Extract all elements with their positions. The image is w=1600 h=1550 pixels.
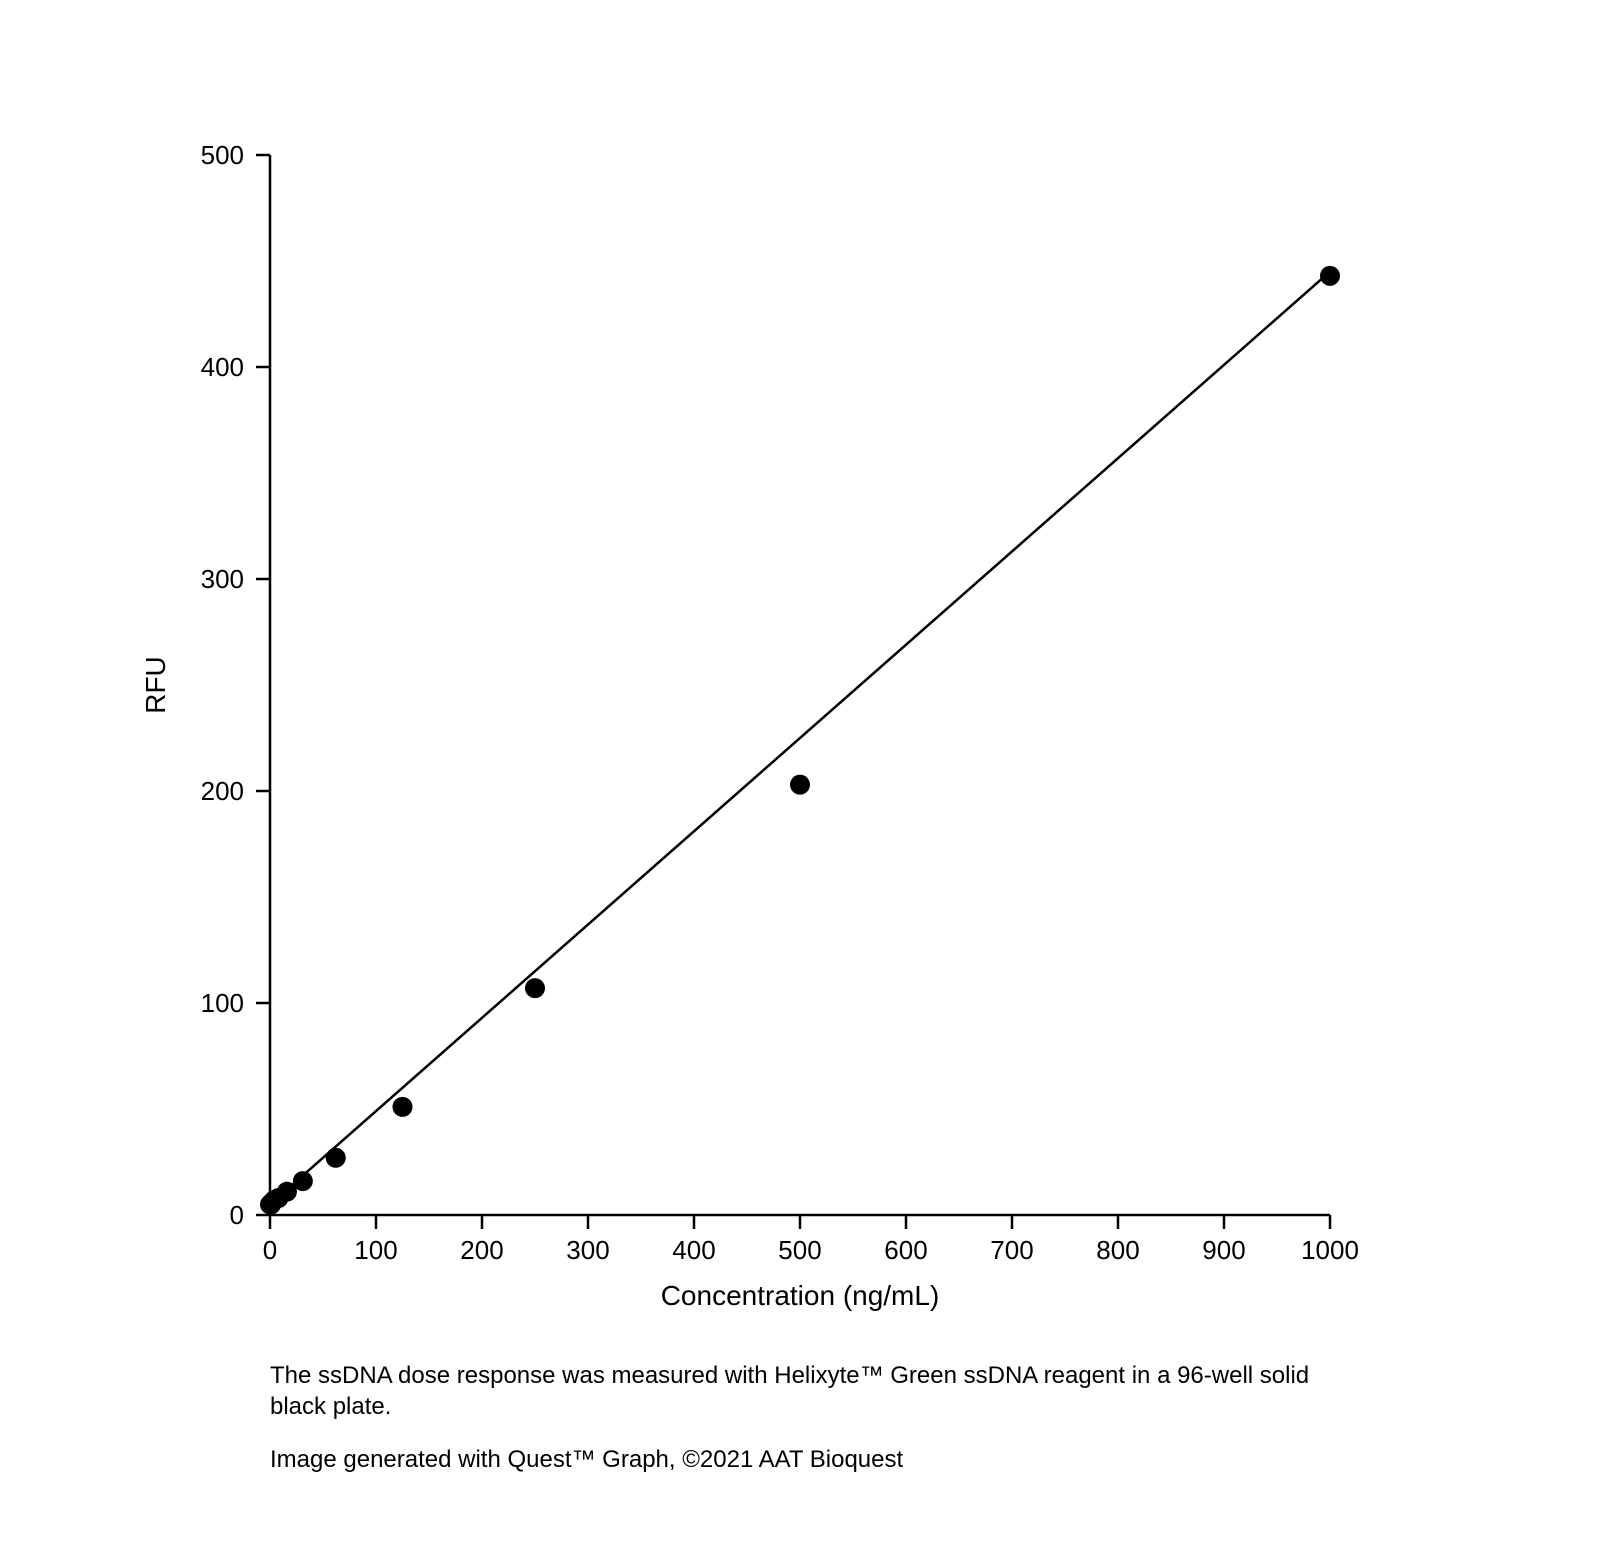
svg-text:0: 0: [230, 1200, 244, 1230]
scatter-chart: 0 100 200 300 400 500 600 700 800 900 1000 0 100 200 3…: [0, 0, 1600, 1320]
page: 0 100 200 300 400 500 600 700 800 900 1000 0 100 200 3…: [0, 0, 1600, 1550]
svg-text:RFU: RFU: [140, 656, 171, 714]
svg-text:300: 300: [566, 1235, 609, 1265]
svg-text:1000: 1000: [1301, 1235, 1359, 1265]
svg-text:Concentration (ng/mL): Concentration (ng/mL): [661, 1280, 940, 1311]
svg-text:500: 500: [201, 140, 244, 170]
svg-text:700: 700: [990, 1235, 1033, 1265]
caption-block: The ssDNA dose response was measured wit…: [270, 1360, 1330, 1498]
svg-text:300: 300: [201, 564, 244, 594]
caption-line-1: The ssDNA dose response was measured wit…: [270, 1360, 1330, 1422]
svg-text:500: 500: [778, 1235, 821, 1265]
caption-line-2: Image generated with Quest™ Graph, ©2021…: [270, 1444, 1330, 1475]
svg-text:0: 0: [263, 1235, 277, 1265]
svg-text:200: 200: [460, 1235, 503, 1265]
svg-text:100: 100: [354, 1235, 397, 1265]
svg-text:400: 400: [201, 352, 244, 382]
svg-text:600: 600: [884, 1235, 927, 1265]
svg-text:200: 200: [201, 776, 244, 806]
svg-text:400: 400: [672, 1235, 715, 1265]
chart-container: 0 100 200 300 400 500 600 700 800 900 1000 0 100 200 3…: [0, 0, 1600, 1325]
svg-text:900: 900: [1202, 1235, 1245, 1265]
svg-text:800: 800: [1096, 1235, 1139, 1265]
svg-text:100: 100: [201, 988, 244, 1018]
